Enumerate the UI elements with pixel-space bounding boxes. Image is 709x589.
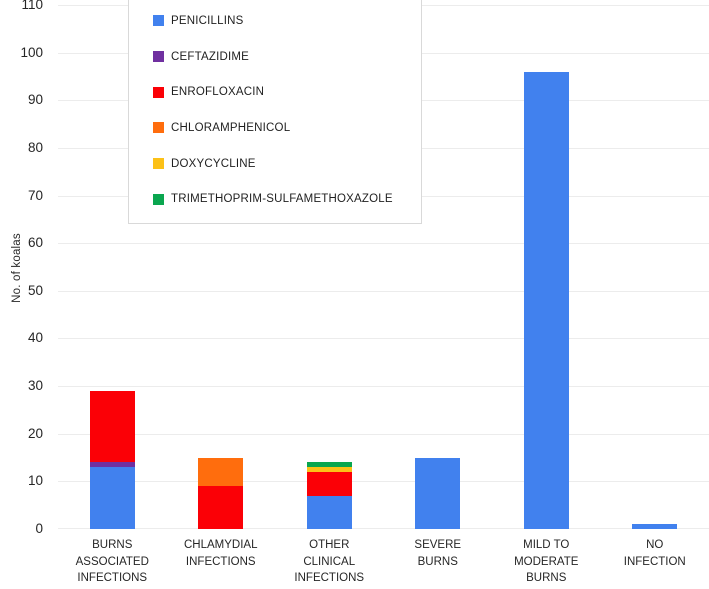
legend-item-trimethoprim-sulfamethoxazole: TRIMETHOPRIM-SULFAMETHOXAZOLE — [153, 181, 421, 217]
gridline-y-30 — [58, 386, 709, 388]
bar-segment-penicillins — [89, 467, 135, 529]
x-category-label-chlamydial-infections: CHLAMYDIAL INFECTIONS — [184, 539, 258, 568]
legend-swatch-icon — [153, 158, 164, 170]
legend-label: ENROFLOXACIN — [171, 86, 265, 99]
y-tick-label-10: 10 — [27, 473, 43, 489]
legend-swatch-icon — [153, 122, 164, 134]
legend-item-ceftazidime: CEFTAZIDIME — [153, 39, 421, 75]
gridline-y-40 — [58, 338, 709, 340]
y-tick-label-70: 70 — [27, 187, 43, 203]
bar-segment-trimethoprim-sulfamethoxazole — [306, 462, 352, 468]
legend-label: PENICILLINS — [171, 14, 244, 27]
gridline-y-20 — [58, 433, 709, 435]
y-tick-label-0: 0 — [35, 521, 43, 536]
legend: PENICILLINS CEFTAZIDIME ENROFLOXACIN CHLORA… — [128, 0, 422, 224]
x-category-label-other-clinical-infections: OTHER CLINICAL INFECTIONS — [294, 539, 365, 584]
gridline-y-50 — [58, 290, 709, 292]
legend-swatch-icon — [153, 193, 164, 205]
bar-segment-penicillins — [632, 524, 678, 529]
y-tick-label-30: 30 — [27, 378, 43, 394]
bar-burns-associated-infections — [89, 390, 135, 529]
legend-swatch-icon — [153, 51, 164, 62]
y-tick-label-100: 100 — [20, 44, 43, 60]
bar-chlamydial-infections — [198, 457, 244, 529]
legend-swatch-icon — [153, 15, 164, 27]
bar-segment-enrofloxacin — [198, 486, 244, 529]
y-tick-label-60: 60 — [27, 235, 43, 251]
gridline-y-0 — [58, 528, 709, 529]
legend-label: CHLORAMPHENICOL — [171, 121, 291, 134]
legend-item-penicillins: PENICILLINS — [153, 3, 421, 39]
y-tick-label-50: 50 — [27, 282, 43, 298]
bar-segment-ceftazidime — [89, 462, 135, 468]
bar-segment-enrofloxacin — [306, 471, 352, 496]
x-category-label-severe-burns: SEVERE BURNS — [414, 539, 462, 568]
legend-item-doxycycline: DOXYCYCLINE — [153, 146, 421, 182]
legend-label: TRIMETHOPRIM-SULFAMETHOXAZOLE — [171, 193, 393, 206]
y-tick-label-90: 90 — [27, 92, 43, 108]
gridline-y-10 — [58, 481, 709, 483]
legend-label: DOXYCYCLINE — [171, 157, 256, 170]
bar-mild-to-moderate-burns — [523, 71, 569, 529]
bar-other-clinical-infections — [306, 462, 352, 529]
bar-segment-enrofloxacin — [89, 390, 135, 463]
x-category-label-no-infection: NO INFECTION — [623, 539, 686, 568]
bar-segment-penicillins — [415, 457, 461, 529]
gridline-y-60 — [58, 243, 709, 245]
x-category-label-mild-to-moderate-burns: MILD TO MODERATE BURNS — [514, 539, 579, 584]
y-tick-label-20: 20 — [27, 425, 43, 441]
x-category-label-burns-associated-infections: BURNS ASSOCIATED INFECTIONS — [75, 539, 149, 584]
bar-segment-doxycycline — [306, 467, 352, 472]
legend-swatch-icon — [153, 86, 164, 98]
legend-item-chloramphenicol: CHLORAMPHENICOL — [153, 110, 421, 146]
legend-item-enrofloxacin: ENROFLOXACIN — [153, 74, 421, 110]
bar-segment-chloramphenicol — [198, 457, 244, 487]
y-tick-label-110: 110 — [21, 0, 43, 12]
y-tick-label-80: 80 — [27, 139, 43, 155]
bar-segment-penicillins — [523, 71, 569, 529]
bar-no-infection — [632, 524, 678, 529]
bar-segment-penicillins — [306, 495, 352, 529]
y-tick-label-40: 40 — [27, 330, 43, 346]
bar-severe-burns — [415, 457, 461, 529]
legend-label: CEFTAZIDIME — [171, 50, 250, 63]
